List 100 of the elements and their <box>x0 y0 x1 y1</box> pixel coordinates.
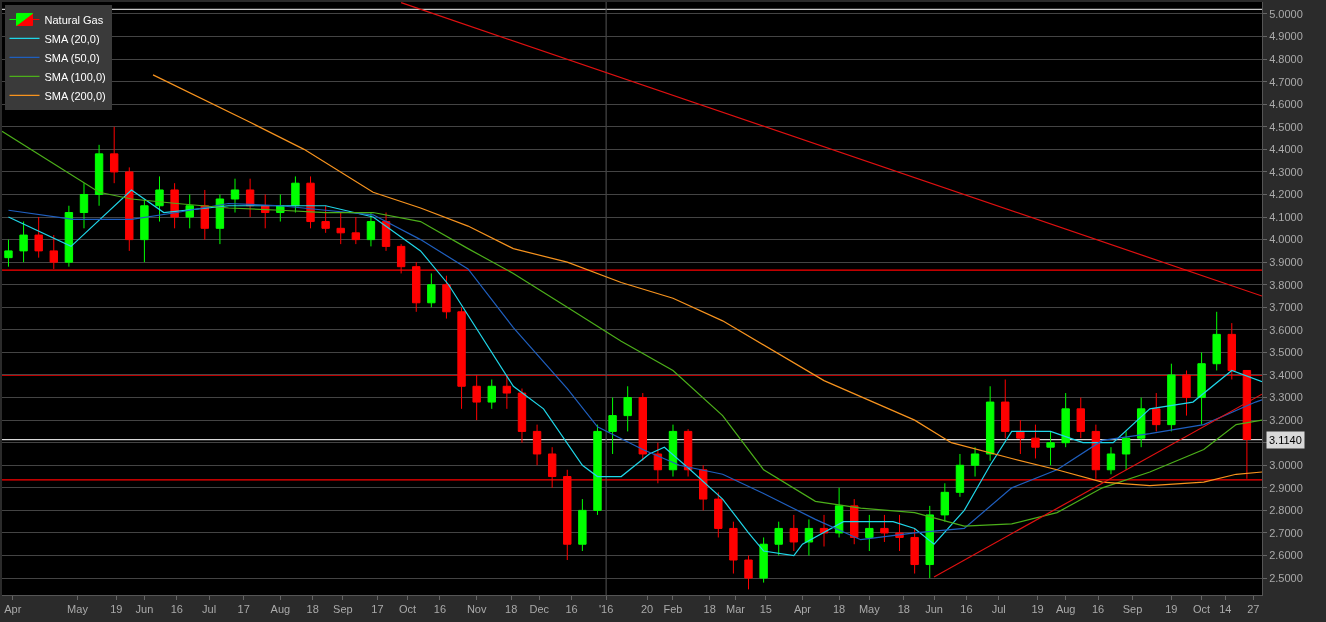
candlestick <box>517 388 527 444</box>
y-tick-label: 4.8000 <box>1269 52 1303 65</box>
y-tick-label: 4.3000 <box>1269 165 1303 178</box>
x-tick-label: 16 <box>170 603 183 616</box>
candlestick <box>759 536 768 584</box>
candlestick <box>532 424 542 466</box>
candlestick <box>261 193 270 229</box>
y-tick-label: 4.6000 <box>1269 98 1303 111</box>
candlestick <box>880 514 889 543</box>
candlestick <box>1001 379 1010 439</box>
x-tick-label: May <box>858 603 881 616</box>
x-tick-label: May <box>67 603 89 616</box>
candlestick <box>1197 351 1206 426</box>
y-tick-label: 4.7000 <box>1269 75 1303 88</box>
candlestick <box>1182 369 1191 417</box>
y-tick-label: 4.9000 <box>1269 30 1303 43</box>
candlestick <box>19 221 28 263</box>
candlestick <box>1121 430 1131 471</box>
candlestick <box>245 178 255 218</box>
candlestick <box>109 126 119 184</box>
candlestick <box>336 212 345 245</box>
y-tick-label: 2.8000 <box>1269 504 1303 517</box>
candlestick <box>789 514 799 552</box>
x-tick-label: 17 <box>371 603 384 616</box>
line-series <box>2 130 1262 527</box>
x-tick-label: Dec <box>529 603 550 616</box>
candlestick <box>487 379 496 410</box>
candlestick <box>1076 397 1085 439</box>
candlestick <box>1212 311 1221 371</box>
x-tick-label: '16 <box>598 603 614 616</box>
candlestick <box>4 239 13 268</box>
candlestick <box>955 453 965 498</box>
y-tick-label: 3.9000 <box>1269 256 1303 269</box>
x-tick-label: Jun <box>925 603 943 616</box>
candlestick <box>774 521 783 557</box>
candlestick <box>1046 430 1055 466</box>
candlestick <box>850 498 859 545</box>
candlestick <box>79 182 89 229</box>
x-tick-label: Sep <box>1122 603 1143 616</box>
x-tick-label: Apr <box>4 603 22 616</box>
x-tick-label: 17 <box>237 603 250 616</box>
candlestick <box>683 428 693 478</box>
candlestick <box>1152 392 1161 432</box>
candlestick <box>985 385 995 462</box>
legend-label: SMA (50,0) <box>44 51 100 64</box>
candlestick <box>940 482 950 523</box>
x-tick-label: 18 <box>505 603 518 616</box>
candlestick <box>925 505 934 579</box>
y-tick-label: 3.4000 <box>1269 368 1303 381</box>
x-tick-label: 19 <box>1031 603 1044 616</box>
x-tick-label: 15 <box>759 603 772 616</box>
candlestick <box>200 189 210 241</box>
candlestick <box>834 487 844 538</box>
x-tick-label: Nov <box>466 603 487 616</box>
legend-label: Natural Gas <box>44 13 104 26</box>
y-tick-label: 3.3000 <box>1269 391 1303 404</box>
candlestick <box>1031 424 1040 459</box>
candlestick <box>306 175 315 229</box>
legend-label: SMA (100,0) <box>44 70 106 83</box>
candlestick <box>472 374 481 421</box>
legend-label: SMA (20,0) <box>44 32 100 45</box>
candlestick <box>351 216 361 245</box>
x-tick-label: 18 <box>897 603 910 616</box>
candlestick <box>638 392 647 462</box>
y-tick-label: 3.6000 <box>1269 323 1303 336</box>
y-tick-label: 2.7000 <box>1269 526 1303 539</box>
candlestick <box>125 166 134 252</box>
legend-label: SMA (200,0) <box>44 89 106 102</box>
x-tick-label: 16 <box>433 603 447 616</box>
x-tick-label: Oct <box>1193 603 1211 616</box>
line-series <box>152 74 1262 487</box>
y-tick-label: 3.5000 <box>1269 346 1303 359</box>
x-tick-label: 18 <box>306 603 319 616</box>
candlestick <box>502 374 512 410</box>
x-tick-label: 16 <box>960 603 973 616</box>
candlestick <box>215 193 225 245</box>
candlestick <box>1167 363 1176 432</box>
y-tick-label: 3.0000 <box>1269 459 1303 472</box>
candlestick <box>608 397 617 455</box>
candlestick <box>593 424 602 516</box>
y-tick-label: 4.0000 <box>1269 233 1303 246</box>
candlestick <box>1016 419 1025 455</box>
x-tick-label: Mar <box>726 603 746 616</box>
candlestick <box>623 385 632 432</box>
y-tick-label: 4.1000 <box>1269 210 1303 223</box>
x-tick-label: 18 <box>832 603 846 616</box>
candlestick <box>140 198 149 263</box>
candlestick <box>291 175 300 214</box>
candlestick <box>427 272 436 308</box>
x-tick-label: 27 <box>1247 603 1260 616</box>
y-tick-label: 3.8000 <box>1269 278 1303 291</box>
x-tick-label: Jul <box>991 603 1006 616</box>
candlestick <box>457 306 466 410</box>
candlestick <box>155 175 164 223</box>
candlestick <box>321 205 330 234</box>
candlestick <box>34 216 43 259</box>
x-tick-label: 16 <box>565 603 578 616</box>
candlestick <box>64 205 74 268</box>
y-tick-label: 4.2000 <box>1269 188 1303 201</box>
candlestick <box>94 144 104 207</box>
